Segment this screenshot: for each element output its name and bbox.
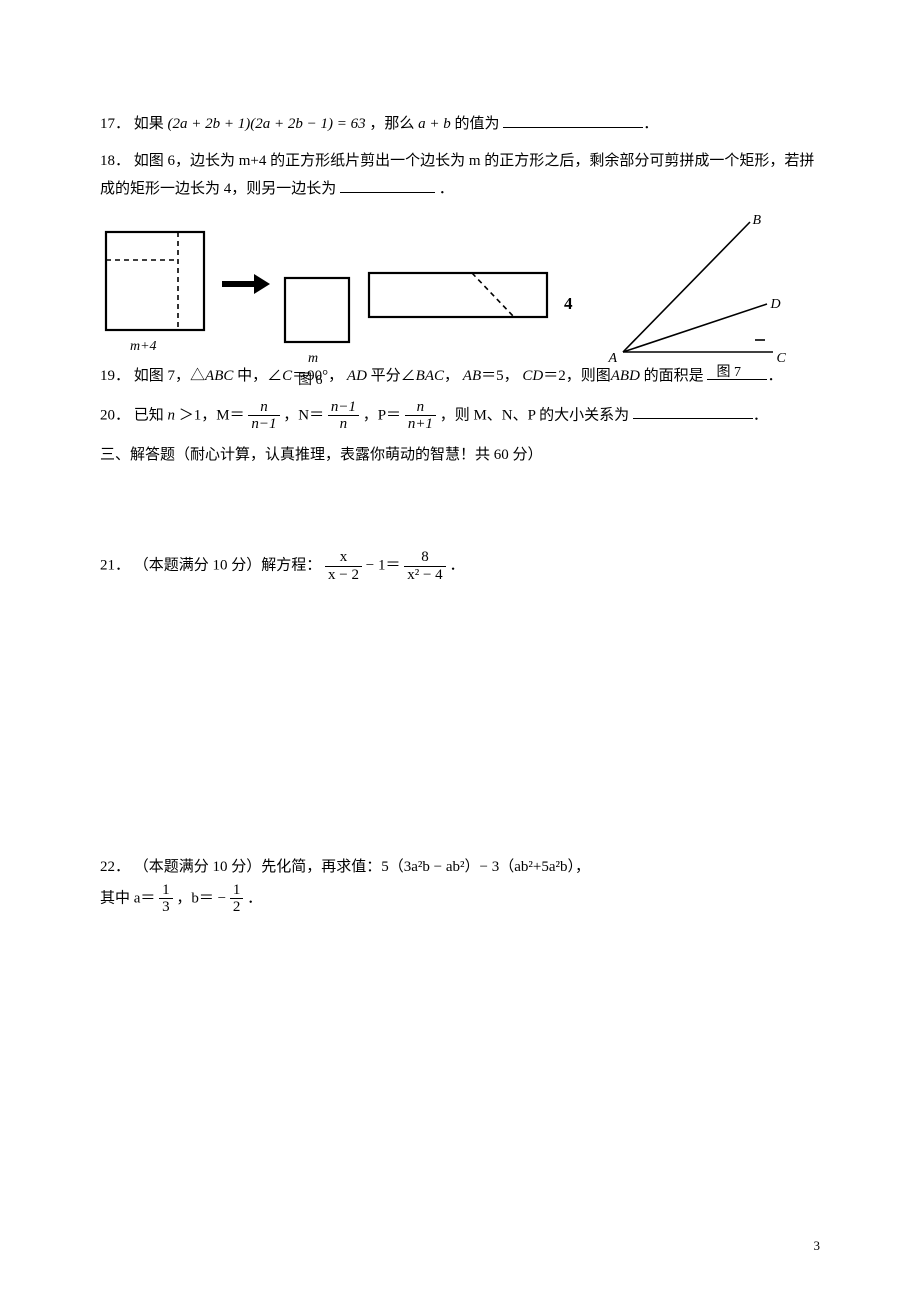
q18-t1: 如图 6，边长为 m+4 的正方形纸片剪出一个边长为 m 的正方形之后，剩余部分…	[100, 153, 814, 198]
q18-num: 18．	[100, 153, 130, 169]
q20-f1: nn−1	[248, 399, 279, 433]
q19-t1: 如图 7，△	[134, 368, 205, 384]
q17-blank	[503, 110, 643, 128]
q19-abc: ABC	[205, 368, 233, 384]
fig6-caption: 图 6	[298, 368, 323, 395]
q17-expr: (2a + 2b + 1)(2a + 2b − 1) = 63	[168, 116, 366, 132]
q20-f3: nn+1	[405, 399, 436, 433]
q18-blank	[340, 175, 435, 193]
figure-row: m+4 m 图 6 4	[100, 212, 820, 367]
q20-f2: n−1n	[328, 399, 359, 433]
q17-ab: a + b	[418, 116, 451, 132]
q17-t3: 的值为	[455, 116, 500, 132]
q22-fb-den: 2	[230, 898, 244, 916]
q20-n: n	[168, 407, 176, 423]
q21-lhs1-den: x − 2	[325, 566, 362, 584]
rect-svg	[364, 268, 554, 322]
q20-f3-den: n+1	[405, 415, 436, 433]
q19-ab: AB	[463, 368, 481, 384]
q20-t5: ，则 M、N、P 的大小关系为	[440, 407, 629, 423]
q19-t3: 平分∠	[367, 368, 416, 384]
q17-t2: ，那么	[369, 116, 418, 132]
q21-lhs1-num: x	[325, 549, 362, 566]
q18-period: ．	[439, 181, 454, 197]
arrow-svg	[220, 272, 270, 296]
q19-eq2: ＝2，则	[543, 368, 596, 384]
q22-fa-num: 1	[159, 882, 173, 899]
q22-comma: ，b＝ −	[176, 890, 226, 906]
label-B: B	[753, 208, 762, 235]
q22-fb: 12	[230, 882, 244, 916]
q20-f1-num: n	[248, 399, 279, 416]
sq1-label: m+4	[130, 334, 157, 361]
q22-fa: 13	[159, 882, 173, 916]
q19-bac: BAC	[416, 368, 444, 384]
q21-rhs: 8x² − 4	[404, 549, 445, 583]
label-A: A	[609, 346, 618, 373]
q20-f2-den: n	[328, 415, 359, 433]
label-C: C	[777, 346, 786, 373]
q22-fa-den: 3	[159, 898, 173, 916]
square-small-svg	[280, 260, 354, 356]
q20-f1-den: n−1	[248, 415, 279, 433]
question-21: 21． （本题满分 10 分）解方程： xx − 2 − 1＝ 8x² − 4 …	[100, 549, 820, 583]
q20-t2: ＞1，M＝	[179, 407, 245, 423]
q20-num: 20．	[100, 407, 130, 423]
q22-t1: （本题满分 10 分）先化简，再求值：5（3a²b − ab²）− 3（ab²+…	[134, 859, 590, 875]
fig6-square-large: m+4	[100, 226, 210, 367]
q19-comma1: ，	[444, 368, 459, 384]
q21-rhs-den: x² − 4	[404, 566, 445, 584]
q20-f3-num: n	[405, 399, 436, 416]
q19-eq5: ＝5，	[481, 368, 519, 384]
q20-f2-num: n−1	[328, 399, 359, 416]
q22-num: 22．	[100, 859, 130, 875]
rect-label: 4	[564, 288, 573, 320]
fig7-caption: 图 7	[717, 360, 742, 387]
q20-t3: ，N＝	[283, 407, 324, 423]
q20-t4: ，P＝	[363, 407, 401, 423]
q17-num: 17．	[100, 116, 130, 132]
q19-num: 19．	[100, 368, 130, 384]
q21-t1: （本题满分 10 分）解方程：	[134, 557, 322, 573]
section-3-header: 三、解答题（耐心计算，认真推理，表露你萌动的智慧！共 60 分）	[100, 441, 820, 470]
question-17: 17． 如果 (2a + 2b + 1)(2a + 2b − 1) = 63 ，…	[100, 110, 820, 139]
fig7-angle: A B D C 图 7	[605, 212, 785, 373]
q21-num: 21．	[100, 557, 130, 573]
q19-c: C	[282, 368, 292, 384]
q22-fb-num: 1	[230, 882, 244, 899]
q22-period: ．	[247, 890, 262, 906]
fig6-square-small: m 图 6	[280, 260, 354, 367]
q19-ad: AD	[347, 368, 367, 384]
question-22: 22． （本题满分 10 分）先化简，再求值：5（3a²b − ab²）− 3（…	[100, 853, 820, 916]
q19-cd: CD	[522, 368, 543, 384]
label-D: D	[771, 292, 781, 319]
q21-rhs-num: 8	[404, 549, 445, 566]
q21-lhs1: xx − 2	[325, 549, 362, 583]
question-20: 20． 已知 n ＞1，M＝ nn−1 ，N＝ n−1n ，P＝ nn+1 ，则…	[100, 399, 820, 433]
fig6-rectangle	[364, 268, 554, 333]
page-content: 17． 如果 (2a + 2b + 1)(2a + 2b − 1) = 63 ，…	[0, 0, 920, 984]
page-number: 3	[814, 1238, 821, 1254]
q20-t1: 已知	[134, 407, 168, 423]
q19-t2: 中，∠	[237, 368, 282, 384]
q21-period: ．	[449, 557, 464, 573]
arrow-icon	[220, 272, 270, 307]
q17-t1: 如果	[134, 116, 164, 132]
q21-minus: − 1＝	[366, 557, 401, 573]
q20-blank	[633, 401, 753, 419]
question-18: 18． 如图 6，边长为 m+4 的正方形纸片剪出一个边长为 m 的正方形之后，…	[100, 147, 820, 204]
q22-line2a: 其中 a＝	[100, 890, 155, 906]
